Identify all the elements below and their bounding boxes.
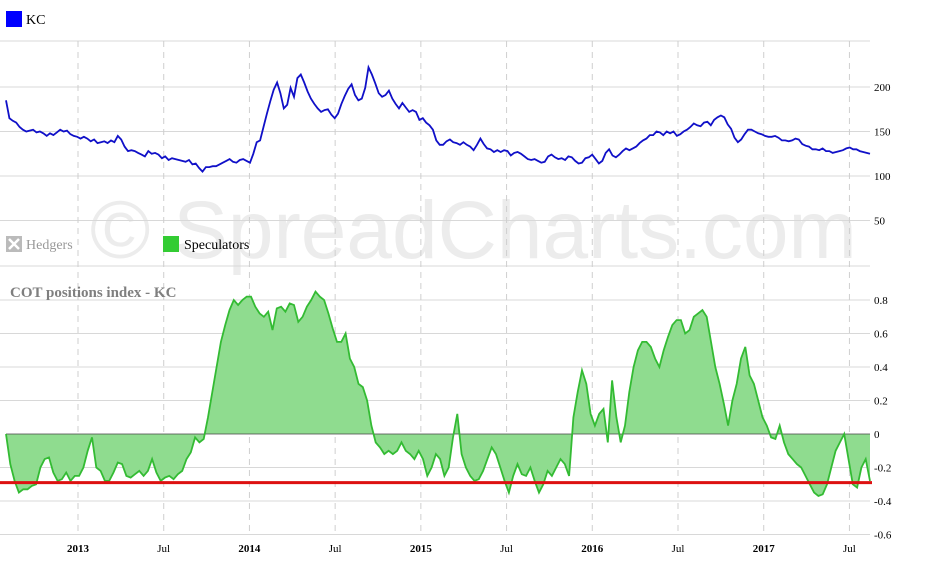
index-y-tick-label: 0.8 [874, 295, 888, 307]
x-tick-label: 2016 [581, 543, 604, 555]
index-panel: 0.8 0.6 0.4 0.2 0 -0.2 -0.4 -0.6 [0, 289, 892, 542]
x-tick-label: 2013 [67, 543, 90, 555]
index-y-tick-label: 0 [874, 429, 880, 441]
x-tick-label: Jul [672, 543, 685, 555]
legend-speculators[interactable]: Speculators [163, 236, 249, 253]
index-y-tick-label: 0.6 [874, 329, 888, 341]
index-y-tick-label: 0.4 [874, 362, 888, 374]
speculators-area [6, 291, 870, 496]
legend-hedgers[interactable]: Hedgers [6, 236, 73, 253]
x-tick-label: Jul [843, 543, 856, 555]
x-tick-label: 2015 [410, 543, 433, 555]
index-y-tick-label: -0.2 [874, 463, 891, 475]
price-line [5, 64, 871, 173]
index-y-tick-label: -0.4 [874, 496, 892, 508]
index-y-tick-label: -0.6 [874, 530, 892, 542]
x-tick-label: Jul [500, 543, 513, 555]
hedgers-disabled-icon [8, 238, 20, 250]
price-y-tick-label: 200 [874, 82, 891, 94]
index-y-tick-label: 0.2 [874, 396, 888, 408]
price-y-tick-label: 100 [874, 171, 891, 183]
x-axis: 2013 Jul 2014 Jul 2015 Jul 2016 Jul 2017 Jul [67, 543, 856, 555]
index-title: COT positions index - KC [10, 285, 176, 301]
x-tick-label: 2017 [753, 543, 776, 555]
x-tick-label: 2014 [238, 543, 261, 555]
x-tick-label: Jul [329, 543, 342, 555]
price-panel: 200 150 100 50 [5, 64, 891, 228]
watermark: © SpreadCharts.com [90, 185, 857, 276]
legend-kc-swatch [6, 11, 22, 27]
price-y-tick-label: 50 [874, 216, 886, 228]
x-tick-label: Jul [157, 543, 170, 555]
legend-speculators-label: Speculators [184, 238, 249, 253]
legend-kc-label: KC [26, 13, 45, 28]
price-y-tick-label: 150 [874, 127, 891, 139]
legend-speculators-swatch [163, 236, 179, 252]
index-y-axis: 0.8 0.6 0.4 0.2 0 -0.2 -0.4 -0.6 [874, 295, 892, 542]
legend-hedgers-label: Hedgers [26, 238, 73, 253]
speculators-line [5, 289, 871, 498]
price-y-axis: 200 150 100 50 [874, 82, 891, 228]
legend-kc[interactable]: KC [6, 11, 45, 28]
